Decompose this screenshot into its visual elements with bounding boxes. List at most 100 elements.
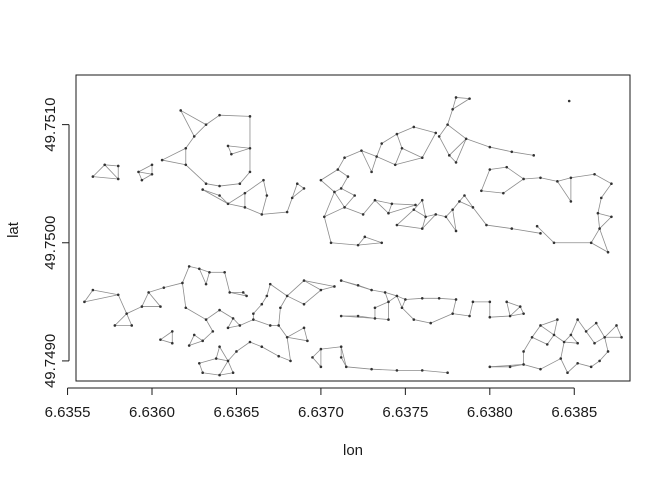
node-point xyxy=(91,288,95,292)
street-segment xyxy=(286,280,305,297)
node-point xyxy=(159,338,162,341)
node-point xyxy=(429,321,432,325)
node-point xyxy=(599,196,603,200)
node-point xyxy=(522,350,525,353)
node-point xyxy=(235,350,238,353)
node-point xyxy=(137,170,140,174)
street-segment xyxy=(421,214,437,229)
node-point xyxy=(140,178,144,182)
street-segment xyxy=(531,336,548,345)
node-point xyxy=(329,241,333,245)
node-point xyxy=(197,267,201,271)
node-point xyxy=(265,294,269,298)
street-segment xyxy=(374,199,392,205)
street-segment xyxy=(388,295,398,303)
street-segment xyxy=(523,364,541,370)
street-segment xyxy=(374,317,389,320)
street-segment xyxy=(161,147,186,161)
node-point xyxy=(353,194,356,197)
node-point xyxy=(383,291,387,294)
y-axis: 49.7490 49.7500 49.7510 xyxy=(42,98,70,388)
street-segment xyxy=(395,157,423,166)
node-point xyxy=(444,215,448,219)
street-segment xyxy=(219,195,229,205)
street-segment xyxy=(362,199,376,215)
node-point xyxy=(532,154,536,157)
node-point xyxy=(231,371,235,375)
node-point xyxy=(290,196,294,200)
street-segment xyxy=(413,319,431,324)
node-point xyxy=(454,298,458,301)
street-segment xyxy=(604,325,617,338)
node-point xyxy=(302,279,306,282)
street-segment xyxy=(413,126,436,134)
node-point xyxy=(268,282,272,286)
node-point xyxy=(181,281,184,285)
node-point xyxy=(603,335,606,339)
street-segment xyxy=(445,209,453,218)
street-segment xyxy=(334,191,345,208)
node-point xyxy=(598,227,601,230)
node-point xyxy=(454,161,458,164)
node-point xyxy=(505,300,509,304)
street-segment xyxy=(438,124,448,137)
street-segment xyxy=(219,360,229,376)
street-segment xyxy=(594,173,612,185)
street-segment xyxy=(189,340,203,346)
node-point xyxy=(488,168,492,171)
node-point xyxy=(204,318,208,321)
street-segment xyxy=(227,145,232,155)
node-point xyxy=(566,371,569,375)
node-point xyxy=(262,178,265,182)
street-segment xyxy=(401,307,415,320)
node-point xyxy=(400,146,404,150)
street-segment xyxy=(227,203,245,208)
node-point xyxy=(192,333,196,337)
street-segment xyxy=(92,176,119,180)
node-point xyxy=(539,232,542,235)
street-segment xyxy=(413,209,426,218)
node-point xyxy=(116,177,120,181)
node-point xyxy=(412,208,416,211)
street-segment xyxy=(331,242,359,246)
street-segment xyxy=(346,366,372,370)
street-segment xyxy=(506,301,511,317)
node-point xyxy=(243,206,247,209)
street-segment xyxy=(452,313,470,317)
street-segment xyxy=(104,164,119,167)
street-segment xyxy=(481,190,504,194)
street-segment xyxy=(590,242,609,253)
node-point xyxy=(559,357,563,360)
node-point xyxy=(380,241,384,245)
street-segment xyxy=(557,177,571,182)
node-point xyxy=(248,340,252,344)
street-segment xyxy=(540,325,555,336)
street-segment xyxy=(205,114,220,125)
node-point xyxy=(187,344,191,347)
street-segment xyxy=(396,133,403,149)
street-segment xyxy=(401,147,423,159)
node-point xyxy=(464,137,468,141)
street-segment xyxy=(205,319,214,332)
node-point xyxy=(150,163,154,167)
node-point xyxy=(545,343,549,346)
node-point xyxy=(201,188,204,191)
node-point xyxy=(522,177,525,181)
street-segment xyxy=(340,188,355,196)
node-point xyxy=(404,298,407,301)
street-segment xyxy=(138,171,143,181)
node-point xyxy=(140,305,144,308)
street-segment xyxy=(138,171,153,175)
node-point xyxy=(620,335,623,339)
node-point xyxy=(451,208,454,211)
street-segment xyxy=(388,203,393,214)
node-point xyxy=(339,314,343,318)
node-point xyxy=(508,365,512,369)
y-axis-title: lat xyxy=(5,221,22,238)
street-segment xyxy=(452,299,457,314)
node-point xyxy=(218,184,221,188)
street-segment xyxy=(160,339,173,344)
node-point xyxy=(395,294,399,298)
street-segment xyxy=(148,292,161,307)
street-segment xyxy=(384,292,389,302)
